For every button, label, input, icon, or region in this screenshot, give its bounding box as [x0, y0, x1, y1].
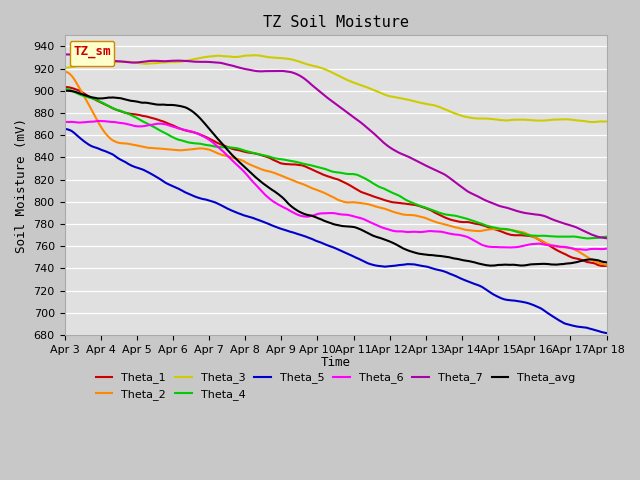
Line: Theta_3: Theta_3: [65, 55, 607, 122]
Theta_5: [603, 330, 611, 336]
Theta_4: [318, 165, 326, 171]
Theta_7: [355, 118, 363, 124]
Theta_3: [251, 52, 259, 58]
X-axis label: Time: Time: [321, 356, 351, 369]
Theta_avg: [486, 263, 494, 268]
Theta_6: [355, 215, 363, 221]
Theta_2: [383, 207, 391, 213]
Theta_3: [319, 66, 327, 72]
Theta_6: [385, 227, 392, 232]
Theta_6: [94, 118, 102, 124]
Theta_avg: [385, 238, 392, 244]
Theta_2: [505, 227, 513, 233]
Theta_5: [354, 255, 362, 261]
Theta_2: [321, 191, 329, 196]
Line: Theta_5: Theta_5: [65, 129, 607, 333]
Theta_2: [589, 258, 597, 264]
Theta_7: [506, 206, 514, 212]
Theta_6: [323, 210, 330, 216]
Theta_1: [603, 263, 611, 269]
Theta_avg: [61, 88, 68, 94]
Theta_6: [592, 246, 600, 252]
Theta_7: [603, 235, 611, 241]
Theta_6: [603, 246, 611, 252]
Theta_1: [354, 187, 362, 193]
Theta_3: [61, 65, 68, 71]
Theta_6: [319, 210, 327, 216]
Line: Theta_4: Theta_4: [65, 89, 607, 239]
Theta_2: [603, 262, 611, 268]
Theta_3: [506, 117, 514, 123]
Line: Theta_avg: Theta_avg: [65, 91, 607, 265]
Theta_4: [591, 235, 598, 241]
Theta_2: [354, 200, 362, 205]
Theta_avg: [62, 88, 70, 94]
Theta_5: [321, 241, 329, 247]
Theta_3: [589, 119, 596, 125]
Theta_3: [603, 119, 611, 124]
Theta_avg: [319, 217, 327, 223]
Theta_3: [592, 119, 600, 125]
Theta_4: [583, 236, 591, 241]
Theta_3: [323, 67, 330, 73]
Theta_7: [64, 51, 72, 57]
Theta_1: [383, 198, 391, 204]
Theta_1: [600, 263, 608, 269]
Line: Theta_2: Theta_2: [65, 72, 607, 265]
Theta_5: [589, 327, 597, 333]
Title: TZ Soil Moisture: TZ Soil Moisture: [262, 15, 408, 30]
Theta_3: [385, 93, 392, 99]
Theta_4: [383, 187, 391, 193]
Theta_6: [506, 244, 514, 250]
Theta_4: [321, 166, 329, 172]
Theta_4: [61, 86, 68, 92]
Theta_2: [61, 69, 68, 74]
Theta_6: [581, 247, 589, 252]
Theta_6: [61, 119, 68, 125]
Y-axis label: Soil Moisture (mV): Soil Moisture (mV): [15, 118, 28, 252]
Theta_4: [354, 172, 362, 178]
Theta_avg: [592, 257, 600, 263]
Line: Theta_1: Theta_1: [65, 87, 607, 266]
Theta_1: [589, 260, 597, 266]
Theta_7: [385, 144, 392, 149]
Theta_avg: [603, 260, 611, 265]
Theta_avg: [355, 226, 363, 232]
Theta_1: [61, 84, 68, 90]
Theta_1: [318, 171, 326, 177]
Line: Theta_7: Theta_7: [65, 54, 607, 238]
Theta_5: [318, 240, 326, 246]
Line: Theta_6: Theta_6: [65, 121, 607, 250]
Theta_3: [355, 82, 363, 87]
Theta_7: [591, 233, 598, 239]
Theta_2: [318, 189, 326, 195]
Theta_5: [505, 297, 513, 303]
Theta_4: [603, 234, 611, 240]
Theta_4: [505, 227, 513, 232]
Legend: Theta_1, Theta_2, Theta_3, Theta_4, Theta_5, Theta_6, Theta_7, Theta_avg: Theta_1, Theta_2, Theta_3, Theta_4, Thet…: [92, 368, 580, 404]
Theta_7: [61, 51, 68, 57]
Theta_1: [505, 231, 513, 237]
Theta_5: [61, 126, 68, 132]
Theta_avg: [507, 262, 515, 268]
Theta_avg: [323, 219, 330, 225]
Theta_7: [319, 91, 327, 97]
Theta_7: [323, 94, 330, 100]
Theta_5: [383, 264, 391, 269]
Theta_1: [321, 172, 329, 178]
